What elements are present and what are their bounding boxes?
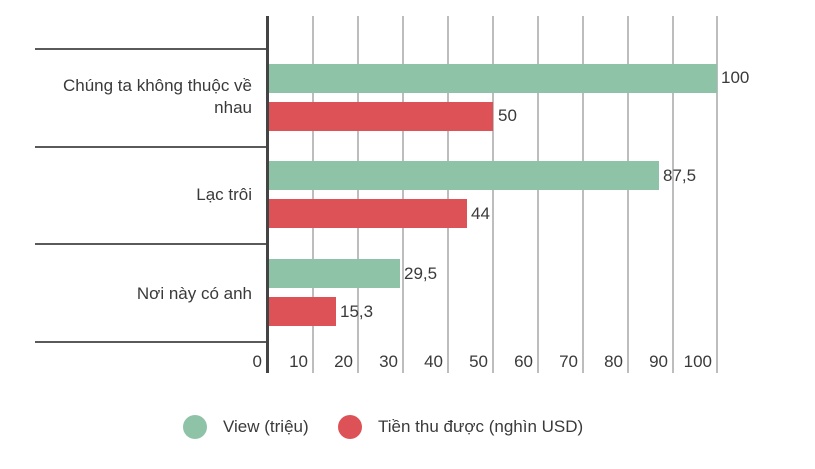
data-label: 50 bbox=[498, 106, 517, 125]
category-separator bbox=[35, 146, 267, 148]
x-tick-label: 40 bbox=[424, 352, 443, 371]
category-label: Chúng ta không thuộc về nhau bbox=[12, 75, 252, 119]
x-tick-label: 30 bbox=[379, 352, 398, 371]
bar-view bbox=[269, 64, 717, 93]
category-separator bbox=[35, 341, 267, 343]
gridline-90 bbox=[672, 16, 674, 373]
data-label: 87,5 bbox=[663, 166, 697, 185]
category-label: Nơi này có anh bbox=[136, 284, 252, 303]
gridline-100 bbox=[716, 16, 718, 373]
data-label: 15,3 bbox=[340, 302, 374, 321]
x-tick-label: 50 bbox=[469, 352, 488, 371]
bar-revenue bbox=[269, 199, 467, 228]
gridline-10 bbox=[312, 16, 314, 373]
x-tick-label: 80 bbox=[604, 352, 623, 371]
y-axis-line bbox=[266, 16, 269, 373]
x-tick-label: 60 bbox=[514, 352, 533, 371]
gridline-60 bbox=[537, 16, 539, 373]
x-tick-label: 70 bbox=[559, 352, 578, 371]
x-tick-label: 90 bbox=[649, 352, 668, 371]
category-label-line: nhau bbox=[214, 98, 252, 117]
data-label: 100 bbox=[721, 68, 750, 87]
gridline-20 bbox=[357, 16, 359, 373]
legend-label: Tiền thu được (nghìn USD) bbox=[378, 417, 584, 436]
x-tick-label: 10 bbox=[289, 352, 308, 371]
data-label: 29,5 bbox=[404, 264, 438, 283]
legend-label: View (triệu) bbox=[223, 417, 309, 436]
bar-revenue bbox=[269, 102, 493, 131]
legend-swatch-green-icon bbox=[183, 415, 207, 439]
legend-swatch-red-icon bbox=[338, 415, 362, 439]
x-tick-label: 100 bbox=[683, 352, 712, 371]
legend-item-view[interactable]: View (triệu) bbox=[183, 412, 309, 442]
category-label-line: Chúng ta không thuộc về bbox=[62, 76, 252, 95]
gridline-70 bbox=[582, 16, 584, 373]
x-tick-label: 0 bbox=[252, 352, 262, 371]
gridline-40 bbox=[447, 16, 449, 373]
bar-view bbox=[269, 161, 659, 190]
data-label: 44 bbox=[471, 204, 490, 223]
gridline-50 bbox=[492, 16, 494, 373]
legend: View (triệu) Tiền thu được (nghìn USD) bbox=[0, 412, 815, 442]
gridline-80 bbox=[627, 16, 629, 373]
legend-item-revenue[interactable]: Tiền thu được (nghìn USD) bbox=[338, 412, 583, 442]
category-separator bbox=[35, 48, 267, 50]
gridline-30 bbox=[402, 16, 404, 373]
bar-revenue bbox=[269, 297, 336, 326]
x-tick-label: 20 bbox=[334, 352, 353, 371]
category-label: Lạc trôi bbox=[196, 185, 252, 204]
category-separator bbox=[35, 243, 267, 245]
bar-view bbox=[269, 259, 400, 288]
